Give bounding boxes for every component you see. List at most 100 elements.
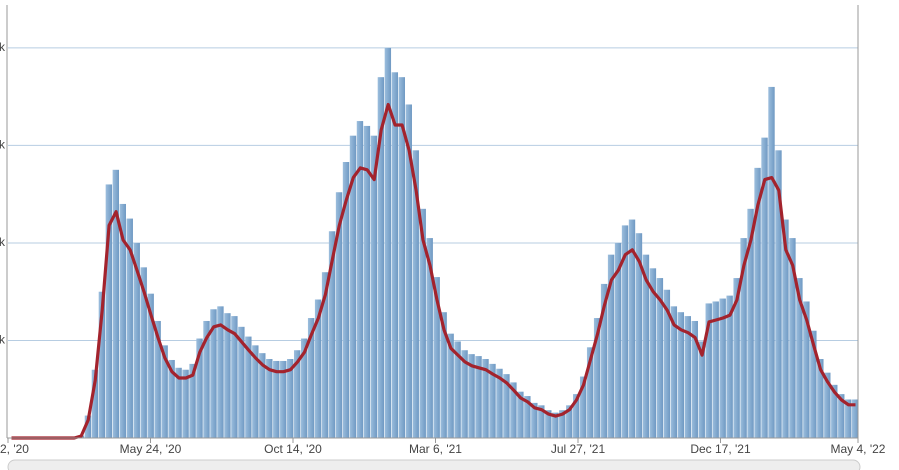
x-tick-label: Jul 27, '21 [551, 442, 606, 456]
bar [287, 359, 294, 438]
bar [335, 192, 343, 438]
bar [419, 208, 426, 438]
bar [789, 238, 796, 438]
bar [663, 289, 671, 438]
bar [593, 318, 601, 438]
y-tick-label: k [0, 235, 6, 249]
bar [684, 316, 691, 438]
bar [475, 356, 482, 438]
bar [621, 225, 629, 438]
bar [517, 391, 524, 438]
y-tick-label: k [0, 40, 6, 54]
bar [356, 121, 364, 438]
bar [91, 369, 99, 438]
bar [677, 312, 685, 438]
y-tick-label: k [0, 333, 6, 347]
bar [426, 238, 433, 438]
bar [405, 104, 412, 439]
bar [482, 359, 489, 438]
x-tick-label: Mar 6, '21 [409, 442, 462, 456]
x-tick-label: Dec 17, '21 [690, 442, 751, 456]
bar [98, 291, 106, 438]
bar [321, 272, 329, 438]
bar [182, 369, 189, 438]
bar [189, 363, 196, 438]
bar [238, 326, 245, 438]
bar [273, 360, 280, 438]
x-tick-label: 2, '20 [0, 442, 29, 456]
bar [447, 333, 454, 438]
bar [489, 363, 496, 438]
bar [545, 410, 552, 438]
bar [300, 338, 308, 438]
bar [796, 278, 803, 438]
bar [503, 374, 510, 438]
bar [740, 238, 747, 438]
bar [768, 86, 775, 439]
bar [733, 278, 740, 438]
bar [468, 354, 475, 438]
bar [440, 312, 447, 438]
bar [649, 268, 657, 438]
bar [349, 135, 357, 438]
bar [761, 137, 768, 439]
bar [747, 208, 754, 438]
bar [140, 267, 147, 438]
bar [105, 184, 113, 438]
bar [538, 405, 545, 438]
bar [656, 278, 664, 438]
bar [245, 336, 252, 438]
bar [579, 376, 587, 438]
bar [607, 254, 615, 438]
bar [719, 298, 726, 438]
bar [161, 345, 168, 438]
bar [552, 412, 559, 438]
bar [824, 372, 831, 438]
bar [342, 162, 350, 438]
y-tick-label: k [0, 138, 6, 152]
x-tick-label: Oct 14, '20 [264, 442, 322, 456]
bar [266, 359, 273, 438]
bar [112, 169, 120, 439]
bar [252, 345, 259, 438]
bar [203, 320, 210, 438]
bar [217, 306, 224, 438]
bar [614, 242, 622, 438]
bar [224, 313, 231, 438]
bar [461, 350, 468, 438]
bar [210, 309, 217, 438]
bar [496, 368, 503, 438]
bar [831, 384, 838, 438]
bar [84, 415, 92, 438]
bar [524, 396, 531, 438]
bar [384, 47, 392, 438]
navigator[interactable] [7, 459, 861, 470]
bar [510, 382, 517, 438]
bar [154, 320, 161, 438]
bar [259, 353, 266, 438]
bar [231, 316, 238, 438]
bar [328, 231, 336, 438]
bar [586, 347, 594, 438]
bar [412, 150, 419, 438]
bar [280, 360, 287, 438]
bar [628, 219, 636, 438]
bar [307, 318, 315, 438]
x-tick-label: May 24, '20 [120, 442, 182, 456]
bar [377, 77, 385, 439]
bar [119, 203, 126, 438]
bar [698, 341, 705, 438]
bar [196, 338, 203, 438]
bar [454, 341, 461, 438]
bar [391, 72, 399, 439]
bar [845, 399, 852, 438]
bar [642, 254, 650, 438]
bar [810, 330, 817, 438]
bar [817, 359, 824, 438]
bar [691, 320, 698, 438]
bar [370, 135, 378, 438]
bar [175, 367, 182, 438]
bar [600, 283, 608, 438]
bar [775, 150, 782, 438]
